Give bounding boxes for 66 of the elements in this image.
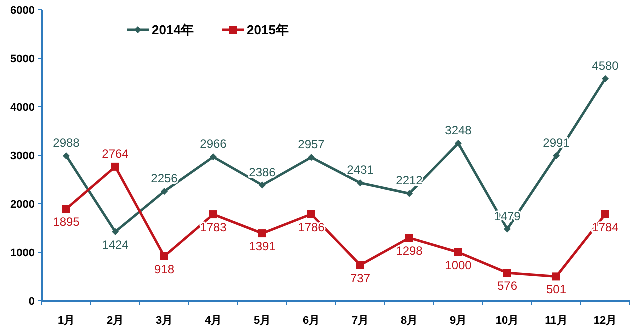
- data-label: 737: [350, 271, 371, 286]
- data-label: 1895: [53, 215, 80, 230]
- point: [357, 180, 364, 187]
- data-label: 501: [546, 282, 567, 297]
- data-label: 918: [154, 262, 175, 276]
- point: [454, 248, 462, 256]
- point: [552, 272, 560, 281]
- data-label: 1000: [445, 258, 472, 272]
- point: [504, 269, 512, 278]
- point: [602, 75, 609, 82]
- y-tick-label: 1000: [10, 247, 35, 260]
- x-tick-label: 10月: [496, 315, 520, 327]
- point: [406, 234, 414, 242]
- data-label: 1786: [298, 220, 326, 234]
- point: [112, 228, 119, 236]
- point: [308, 154, 315, 162]
- point: [63, 152, 70, 160]
- point: [160, 252, 168, 260]
- data-label: 4580: [592, 58, 620, 73]
- legend-label: 2015年: [247, 22, 289, 38]
- x-tick-label: 6月: [302, 315, 320, 327]
- point: [210, 210, 218, 219]
- data-label: 1424: [102, 238, 130, 252]
- point: [308, 210, 316, 218]
- point: [258, 230, 266, 238]
- y-tick-label: 5000: [10, 53, 35, 66]
- x-tick-label: 9月: [450, 315, 468, 327]
- point: [356, 261, 364, 270]
- point: [112, 162, 120, 171]
- data-label: 1298: [396, 244, 424, 258]
- data-label: 2431: [347, 163, 374, 178]
- y-tick-label: 0: [28, 296, 35, 308]
- x-tick-label: 1月: [58, 315, 76, 327]
- data-label: 2988: [53, 136, 80, 150]
- point: [553, 152, 560, 160]
- data-label: 2212: [396, 174, 424, 188]
- y-tick-label: 2000: [10, 198, 35, 211]
- point: [455, 140, 462, 147]
- data-label: 3248: [445, 123, 472, 138]
- data-label: 2966: [200, 137, 228, 152]
- y-tick-label: 6000: [10, 4, 35, 17]
- data-label: 1391: [249, 240, 276, 254]
- y-tick-label: 4000: [10, 102, 35, 114]
- y-tick-label: 3000: [10, 150, 35, 162]
- point: [602, 210, 610, 218]
- x-tick-label: 8月: [400, 315, 418, 327]
- point: [504, 226, 511, 233]
- x-tick-label: 4月: [204, 315, 222, 327]
- point: [259, 182, 266, 189]
- x-tick-label: 7月: [352, 315, 370, 327]
- data-label: 2764: [102, 146, 130, 161]
- point: [161, 188, 168, 196]
- point: [210, 154, 217, 161]
- data-label: 576: [497, 279, 518, 294]
- point: [62, 205, 70, 214]
- x-tick-label: 5月: [254, 315, 272, 327]
- data-label: 1783: [200, 220, 228, 235]
- x-tick-label: 2月: [106, 315, 124, 327]
- point: [406, 190, 413, 198]
- x-tick-label: 3月: [156, 315, 174, 327]
- data-label: 2256: [151, 172, 178, 186]
- legend-label: 2014年: [152, 22, 194, 38]
- data-label: 2386: [249, 165, 276, 180]
- data-label: 2957: [298, 138, 326, 152]
- x-tick-label: 11月: [545, 315, 568, 327]
- x-tick-label: 12月: [594, 315, 618, 327]
